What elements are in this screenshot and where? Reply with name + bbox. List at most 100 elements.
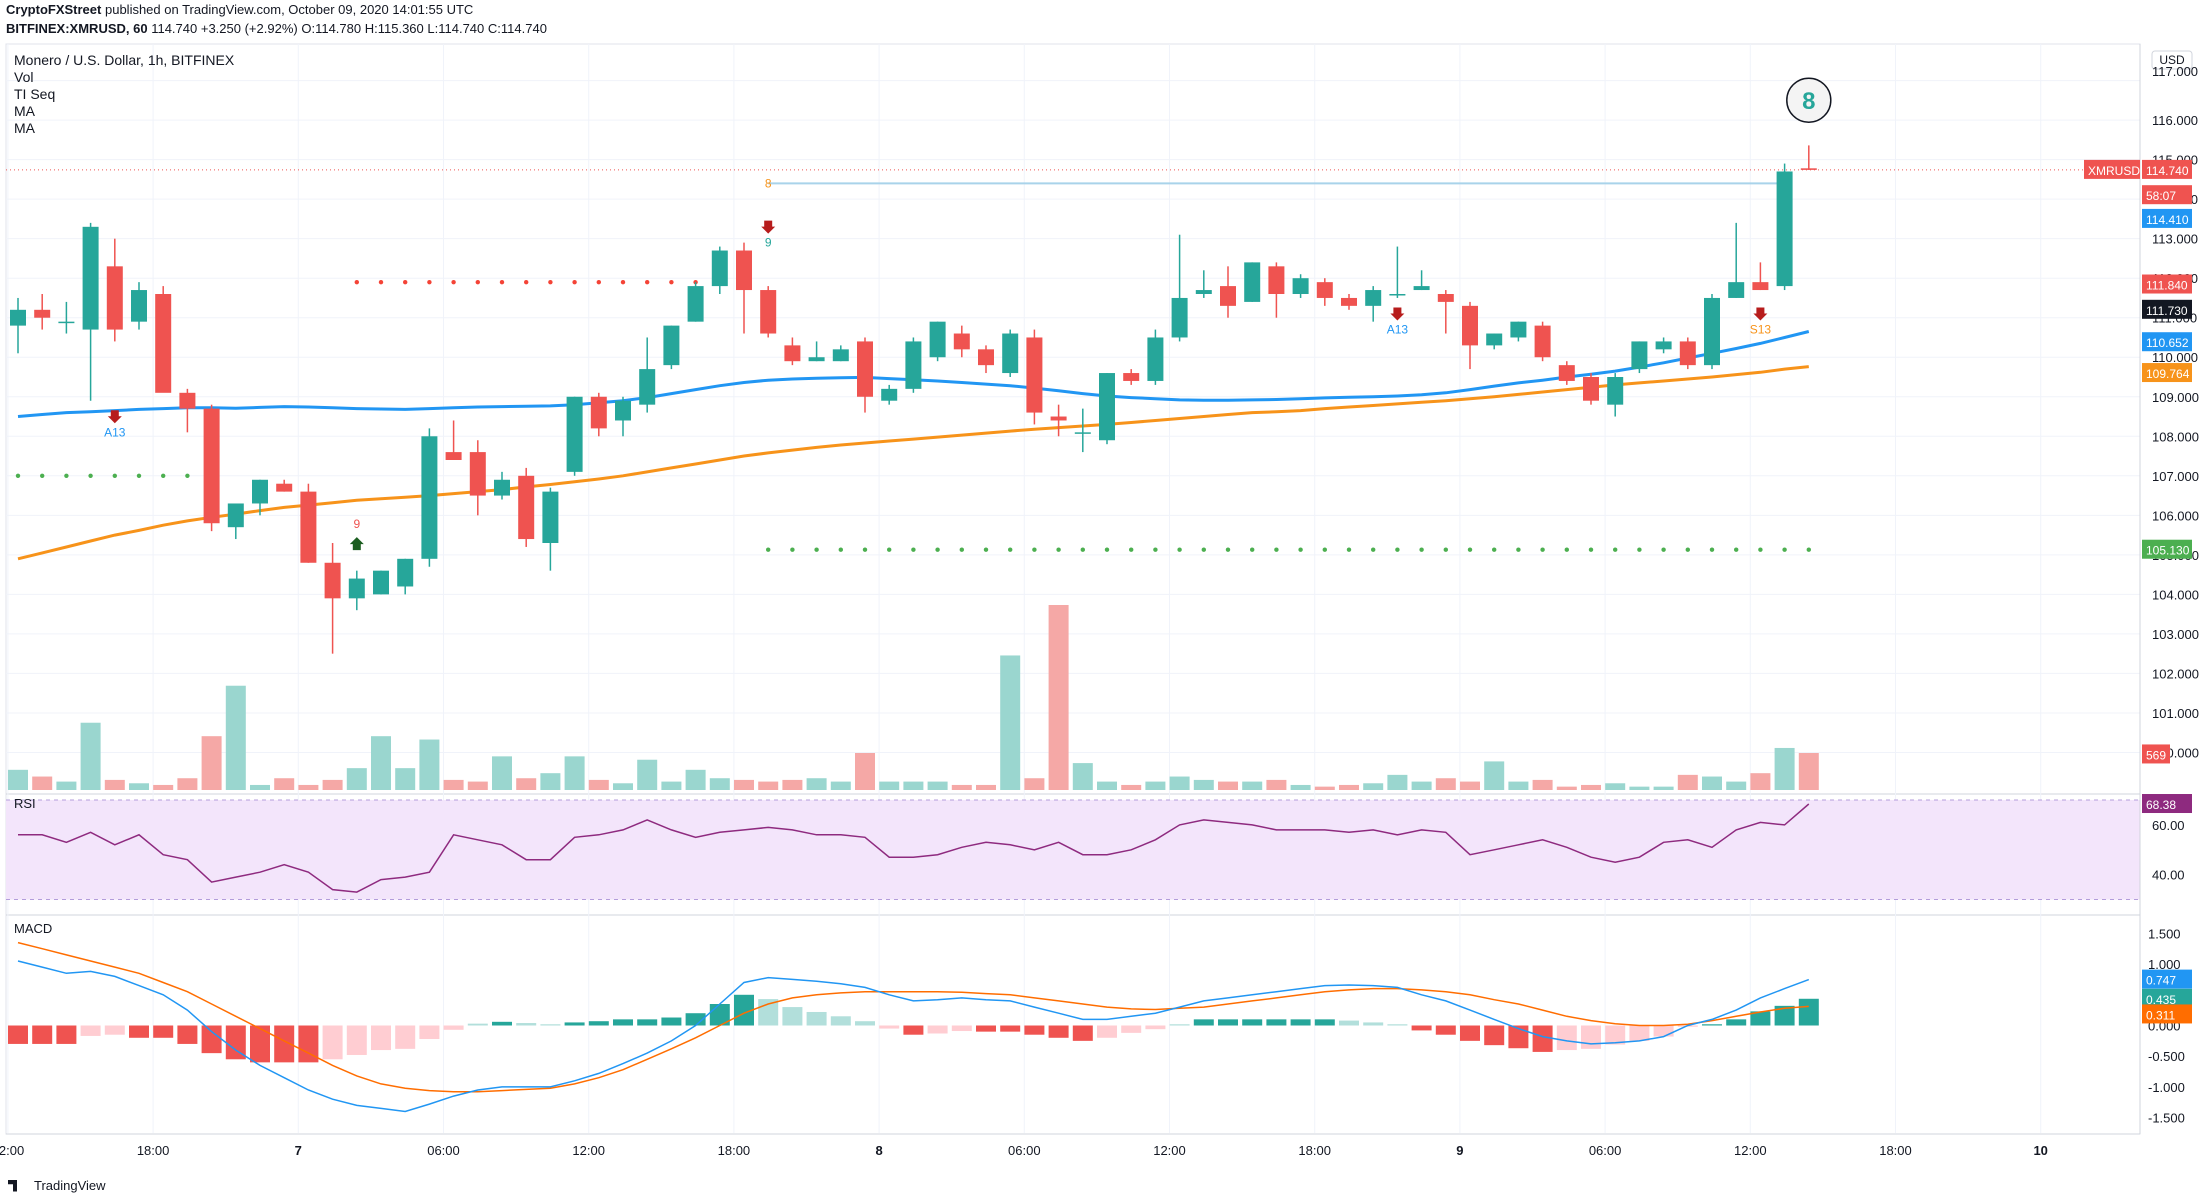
price-tick: 103.000 <box>2152 627 2199 642</box>
legend-ma-1[interactable]: MA <box>14 103 35 119</box>
volume-bar <box>1581 784 1601 790</box>
legend-ma-2[interactable]: MA <box>14 120 35 136</box>
level-dot <box>524 279 529 285</box>
level-dot <box>1177 547 1182 552</box>
symbol-info[interactable]: BITFINEX:XMRUSD, 60 <box>6 21 148 36</box>
time-tick: 18:00 <box>1879 1143 1912 1158</box>
time-tick: 10 <box>2033 1143 2047 1158</box>
candle <box>445 420 462 460</box>
candle-body <box>1655 341 1672 350</box>
volume-bar <box>1774 747 1795 790</box>
volume-bar <box>516 778 537 790</box>
candle-body <box>34 309 51 318</box>
volume-bar <box>201 736 222 790</box>
level-dot <box>88 473 93 479</box>
volume-bar <box>371 736 391 790</box>
macd-hist-bar <box>419 1025 440 1040</box>
price-badge: 105.130 <box>2142 539 2192 559</box>
volume-bar <box>1290 784 1311 790</box>
volume-bar <box>855 753 875 790</box>
level-dot <box>161 473 166 479</box>
level-dot <box>1371 547 1376 552</box>
badge-text: 109.764 <box>2146 367 2190 381</box>
level-dot <box>1298 547 1303 552</box>
rsi-line <box>18 803 1810 893</box>
candle <box>1220 266 1236 318</box>
level-dot <box>403 279 408 285</box>
publisher-name[interactable]: CryptoFXStreet <box>6 2 102 17</box>
volume-bar <box>1242 781 1263 790</box>
candle <box>566 396 583 476</box>
level-dot <box>1250 547 1255 552</box>
badge-text: 68.38 <box>2146 798 2176 812</box>
volume-bar <box>274 778 295 790</box>
level-dot <box>1322 547 1328 552</box>
time-tick: 8 <box>875 1143 882 1158</box>
level-dot <box>378 279 384 285</box>
candle-body <box>615 400 631 421</box>
volume-bar <box>1484 761 1505 790</box>
ohlc-c-label: C: <box>487 21 501 36</box>
level-dot <box>959 547 964 552</box>
macd-hist-bar <box>1000 1025 1021 1032</box>
rsi-label: RSI <box>14 796 36 811</box>
level-dot <box>1346 547 1352 552</box>
volume-bar <box>322 779 343 790</box>
level-dot <box>790 547 795 552</box>
level-dot <box>1588 547 1594 552</box>
candle-body <box>590 396 607 429</box>
badge-text: 111.840 <box>2146 279 2188 293</box>
candle-body <box>10 309 26 326</box>
macd-tick: -0.500 <box>2148 1049 2185 1064</box>
price-badge: 111.840 <box>2142 274 2192 294</box>
macd-hist-bar <box>250 1025 270 1063</box>
time-tick: 12:00 <box>0 1143 24 1158</box>
candle <box>1413 270 1430 291</box>
count-label: 8 <box>1802 88 1815 115</box>
price-tick: 102.000 <box>2152 666 2199 681</box>
volume-bar <box>1460 781 1480 790</box>
candle <box>58 301 75 334</box>
legend-ti-seq[interactable]: TI Seq <box>14 86 56 102</box>
badge-bg <box>2142 363 2192 383</box>
candle <box>905 337 922 393</box>
volume-bar <box>540 773 561 790</box>
legend-vol[interactable]: Vol <box>14 69 34 85</box>
candle <box>1389 246 1406 298</box>
level-dot <box>1613 547 1618 552</box>
volume-bar <box>782 779 803 790</box>
candle <box>784 337 801 366</box>
legend-title[interactable]: Monero / U.S. Dollar, 1h, BITFINEX <box>14 52 235 68</box>
candle-body <box>1365 290 1382 306</box>
level-dot <box>1782 547 1787 552</box>
macd-hist-bar <box>1169 1024 1190 1026</box>
macd-hist-bar <box>1218 1019 1238 1026</box>
volume-bar <box>661 781 682 790</box>
candle-body <box>1099 373 1115 441</box>
macd-hist-bar <box>1798 998 1819 1026</box>
macd-hist-bar <box>1605 1025 1626 1045</box>
volume-bar <box>1145 781 1166 790</box>
volume-bar <box>395 768 416 790</box>
time-tick: 18:00 <box>718 1143 751 1158</box>
candle-body <box>82 226 99 330</box>
tradingview-logo[interactable]: TradingView <box>8 1178 106 1193</box>
count-label: S13 <box>1750 323 1772 337</box>
macd-hist-bar <box>1532 1025 1553 1052</box>
macd-hist-bar <box>1339 1020 1359 1026</box>
macd-hist-bar <box>201 1025 222 1054</box>
macd-hist-bar <box>492 1021 512 1026</box>
ma-slow-line <box>17 365 1809 561</box>
price-badge: 110.652 <box>2142 332 2192 352</box>
macd-hist-bar <box>104 1025 125 1035</box>
volume-bar <box>1387 774 1408 790</box>
badge-bg <box>2142 794 2192 814</box>
badge-text: 0.435 <box>2146 993 2176 1007</box>
candle-body <box>276 483 293 492</box>
ohlc-low: 114.740 <box>438 21 485 36</box>
candle-body <box>1292 278 1309 294</box>
count-label: 9 <box>353 517 360 531</box>
candle-body <box>1244 262 1261 302</box>
volume-bar <box>129 783 149 790</box>
